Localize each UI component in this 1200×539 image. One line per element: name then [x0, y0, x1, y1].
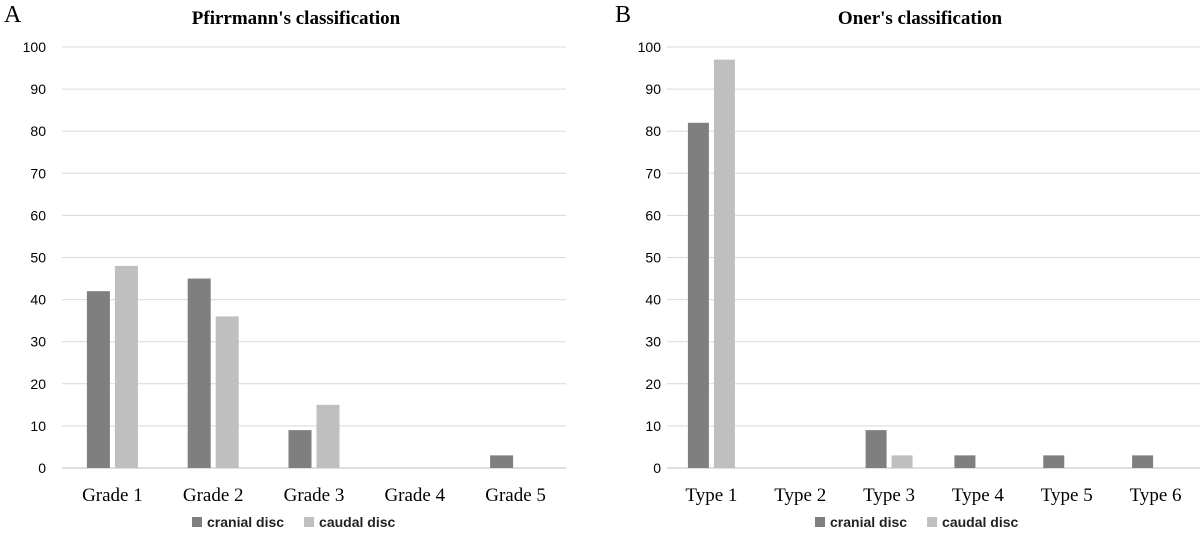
x-axis-a: Grade 1 Grade 2 Grade 3 Grade 4 Grade 5 — [82, 485, 546, 506]
y-tick-label: 60 — [30, 207, 46, 223]
y-tick-label: 0 — [38, 460, 46, 476]
x-tick-label: Type 6 — [1130, 485, 1182, 506]
y-tick-label: 100 — [23, 39, 47, 55]
chart-panel-b: B Oner's classification 0 10 20 30 40 50 60 70 8… — [615, 2, 1200, 530]
y-tick-label: 40 — [30, 292, 46, 308]
legend-label: caudal disc — [942, 514, 1018, 530]
bar-cranial — [490, 455, 514, 468]
legend-b: cranial disc caudal disc — [815, 514, 1019, 530]
y-tick-label: 100 — [638, 39, 662, 55]
chart-title-a: Pfirrmann's classification — [192, 8, 401, 29]
x-tick-label: Type 2 — [774, 485, 826, 506]
legend-label: cranial disc — [830, 514, 907, 530]
bar-cranial — [1043, 455, 1065, 468]
panel-letter-a: A — [4, 2, 22, 28]
panel-letter-b: B — [615, 2, 631, 28]
x-tick-label: Type 5 — [1041, 485, 1093, 506]
x-tick-label: Grade 1 — [82, 485, 143, 506]
bar-cranial — [865, 430, 887, 468]
y-tick-label: 60 — [645, 207, 661, 223]
x-axis-b: Type 1 Type 2 Type 3 Type 4 Type 5 Type 6 — [685, 485, 1181, 506]
x-tick-label: Grade 4 — [384, 485, 445, 506]
y-tick-label: 10 — [645, 418, 661, 434]
legend-label: caudal disc — [319, 514, 395, 530]
bar-cranial — [687, 122, 709, 468]
bar-cranial — [86, 291, 110, 468]
legend-a: cranial disc caudal disc — [192, 514, 396, 530]
legend-swatch — [304, 517, 315, 527]
bar-caudal — [316, 404, 340, 468]
bar-caudal — [114, 265, 138, 468]
x-tick-label: Grade 3 — [284, 485, 345, 506]
bar-cranial — [954, 455, 976, 468]
y-tick-label: 20 — [645, 376, 661, 392]
bars-a — [86, 265, 514, 468]
y-tick-label: 30 — [30, 334, 46, 350]
bars-b — [687, 59, 1154, 468]
x-tick-label: Type 1 — [685, 485, 737, 506]
y-tick-label: 70 — [645, 165, 661, 181]
gridlines-a — [62, 46, 566, 469]
bar-caudal — [713, 59, 735, 468]
legend-swatch — [815, 517, 825, 527]
y-tick-label: 70 — [30, 165, 46, 181]
y-tick-label: 80 — [30, 123, 46, 139]
y-tick-label: 80 — [645, 123, 661, 139]
y-tick-label: 20 — [30, 376, 46, 392]
gridlines-b — [667, 46, 1200, 469]
y-tick-label: 0 — [653, 460, 661, 476]
chart-title-b: Oner's classification — [838, 8, 1003, 29]
bar-cranial — [1132, 455, 1154, 468]
bar-caudal — [215, 316, 239, 468]
x-tick-label: Type 4 — [952, 485, 1004, 506]
chart-panel-a: A Pfirrmann's classification 0 10 20 30 40 50… — [4, 2, 566, 530]
y-tick-label: 90 — [30, 81, 46, 97]
bar-cranial — [288, 430, 312, 468]
y-tick-label: 30 — [645, 334, 661, 350]
y-axis-b: 0 10 20 30 40 50 60 70 80 90 100 — [638, 39, 662, 476]
y-tick-label: 50 — [30, 250, 46, 266]
y-tick-label: 40 — [645, 292, 661, 308]
y-axis-a: 0 10 20 30 40 50 60 70 80 90 100 — [23, 39, 47, 476]
x-tick-label: Type 3 — [863, 485, 915, 506]
legend-swatch — [927, 517, 938, 527]
legend-label: cranial disc — [207, 514, 284, 530]
x-tick-label: Grade 5 — [485, 485, 546, 506]
y-tick-label: 90 — [645, 81, 661, 97]
bar-cranial — [187, 278, 211, 468]
x-tick-label: Grade 2 — [183, 485, 244, 506]
bar-caudal — [891, 455, 913, 468]
y-tick-label: 50 — [645, 250, 661, 266]
y-tick-label: 10 — [30, 418, 46, 434]
legend-swatch — [192, 517, 202, 527]
